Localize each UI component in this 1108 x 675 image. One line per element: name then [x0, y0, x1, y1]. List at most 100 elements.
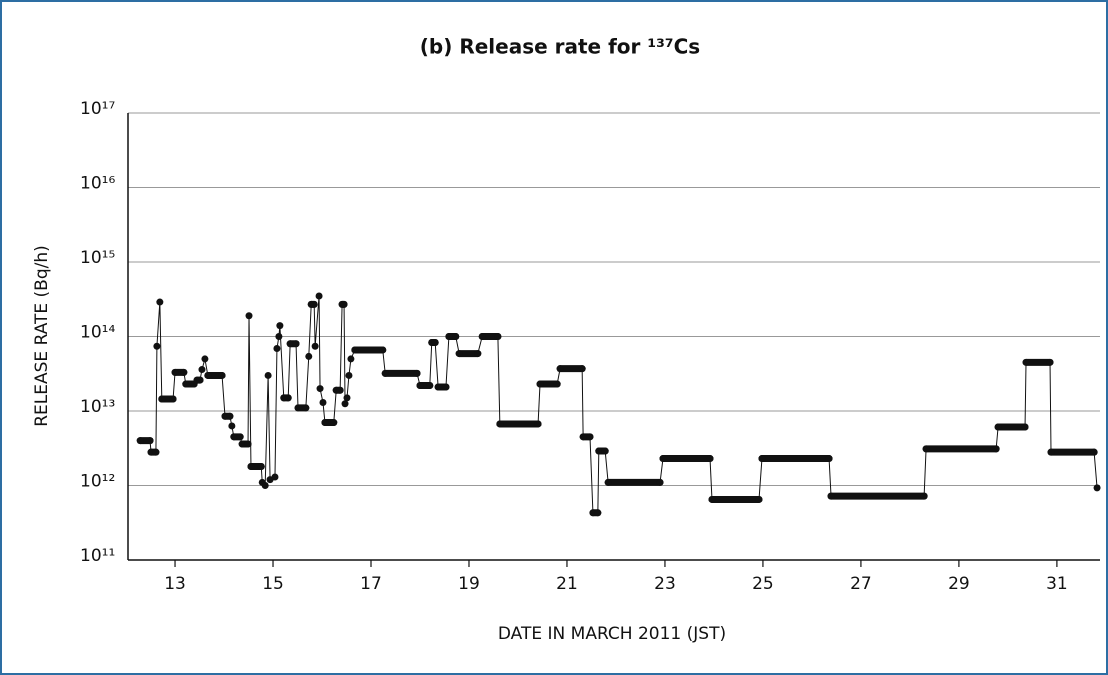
point: [153, 342, 161, 350]
y-tick-label: 10¹⁵: [80, 248, 115, 268]
point: [656, 478, 664, 486]
point: [196, 376, 204, 384]
x-tick-label: 17: [360, 574, 382, 594]
point: [442, 383, 450, 391]
point: [825, 455, 833, 463]
point: [426, 381, 434, 389]
point: [204, 371, 212, 379]
y-tick-label: 10¹³: [80, 397, 115, 417]
point: [182, 380, 190, 388]
point: [330, 419, 338, 427]
point: [1022, 358, 1030, 366]
y-tick-label: 10¹²: [80, 472, 115, 492]
point: [226, 412, 234, 420]
point: [758, 455, 766, 463]
x-tick-label: 31: [1046, 574, 1068, 594]
point: [336, 386, 344, 394]
x-tick-label: 21: [556, 574, 578, 594]
point: [431, 339, 439, 347]
point: [343, 394, 351, 402]
point: [1090, 448, 1098, 456]
point: [294, 404, 302, 412]
point: [920, 492, 928, 500]
point: [922, 445, 930, 453]
x-axis-label: DATE IN MARCH 2011 (JST): [498, 624, 726, 644]
point: [201, 355, 209, 363]
point: [1093, 484, 1101, 492]
point: [244, 440, 252, 448]
point: [496, 420, 504, 428]
x-tick-label: 23: [654, 574, 676, 594]
point: [556, 365, 564, 373]
point: [257, 462, 265, 470]
point: [1046, 358, 1054, 366]
point: [994, 423, 1002, 431]
point: [218, 371, 226, 379]
point: [992, 445, 1000, 453]
point: [264, 371, 272, 379]
point: [351, 346, 359, 354]
point: [536, 380, 544, 388]
x-tick-label: 25: [752, 574, 774, 594]
point: [302, 404, 310, 412]
point: [261, 482, 269, 489]
point: [273, 345, 281, 353]
x-tick-label: 27: [850, 574, 872, 594]
point: [474, 350, 482, 358]
point: [413, 369, 421, 377]
x-tick-label: 19: [458, 574, 480, 594]
point: [247, 462, 255, 470]
point: [708, 495, 716, 503]
point: [316, 385, 324, 393]
y-tick-label: 10¹¹: [80, 546, 115, 566]
chart-title: (b) Release rate for ¹³⁷Cs: [420, 35, 700, 59]
point: [271, 473, 279, 481]
point: [292, 340, 300, 348]
point: [755, 495, 763, 503]
point: [601, 447, 609, 455]
point: [594, 509, 602, 517]
point: [158, 395, 166, 403]
point: [578, 365, 586, 373]
point: [1047, 448, 1055, 456]
point: [310, 300, 318, 308]
point: [478, 333, 486, 340]
point: [659, 455, 667, 463]
point: [147, 448, 155, 456]
y-tick-label: 10¹⁷: [80, 99, 115, 119]
point: [169, 395, 177, 403]
point: [827, 492, 835, 500]
point: [379, 346, 387, 354]
point: [156, 298, 164, 306]
point: [221, 412, 229, 420]
point: [341, 400, 349, 408]
point: [152, 448, 160, 456]
point: [276, 322, 284, 330]
x-tick-label: 13: [164, 574, 186, 594]
point: [1021, 423, 1029, 431]
y-tick-label: 10¹⁴: [80, 323, 115, 343]
point: [553, 380, 561, 388]
point: [381, 369, 389, 377]
point: [494, 333, 502, 340]
point: [198, 366, 206, 374]
point: [171, 368, 179, 376]
point: [321, 419, 329, 427]
point: [311, 342, 319, 350]
point: [604, 478, 612, 486]
y-tick-label: 10¹⁶: [80, 174, 115, 194]
point: [228, 422, 236, 430]
point: [136, 437, 144, 445]
point: [434, 383, 442, 391]
point: [595, 447, 603, 455]
point: [347, 355, 355, 363]
point: [305, 352, 313, 360]
point: [146, 437, 154, 445]
point: [706, 455, 714, 463]
point: [286, 340, 294, 348]
point: [579, 433, 587, 441]
x-tick-label: 15: [262, 574, 284, 594]
point: [455, 350, 463, 358]
point: [452, 333, 460, 340]
point: [534, 420, 542, 428]
